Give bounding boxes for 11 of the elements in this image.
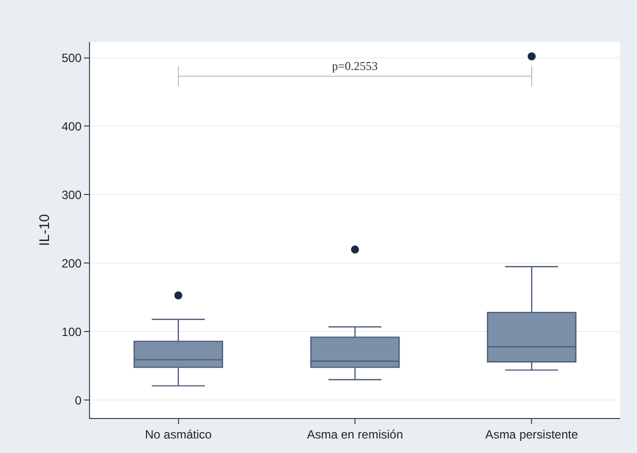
- y-tick-label: 100: [62, 324, 82, 339]
- y-axis-title: IL-10: [36, 214, 52, 246]
- x-tick-label: No asmático: [144, 427, 212, 442]
- annotation: p=0.2553: [332, 59, 378, 73]
- y-tick-label: 0: [74, 393, 82, 408]
- y-tick-label: 300: [62, 188, 82, 202]
- x-tick-label: Asma en remisión: [306, 427, 404, 442]
- y-tick-label: 400: [62, 119, 82, 134]
- x-tick-label: Asma persistente: [485, 427, 578, 442]
- y-tick-label: 200: [62, 256, 82, 270]
- y-tick-label: 500: [62, 50, 82, 65]
